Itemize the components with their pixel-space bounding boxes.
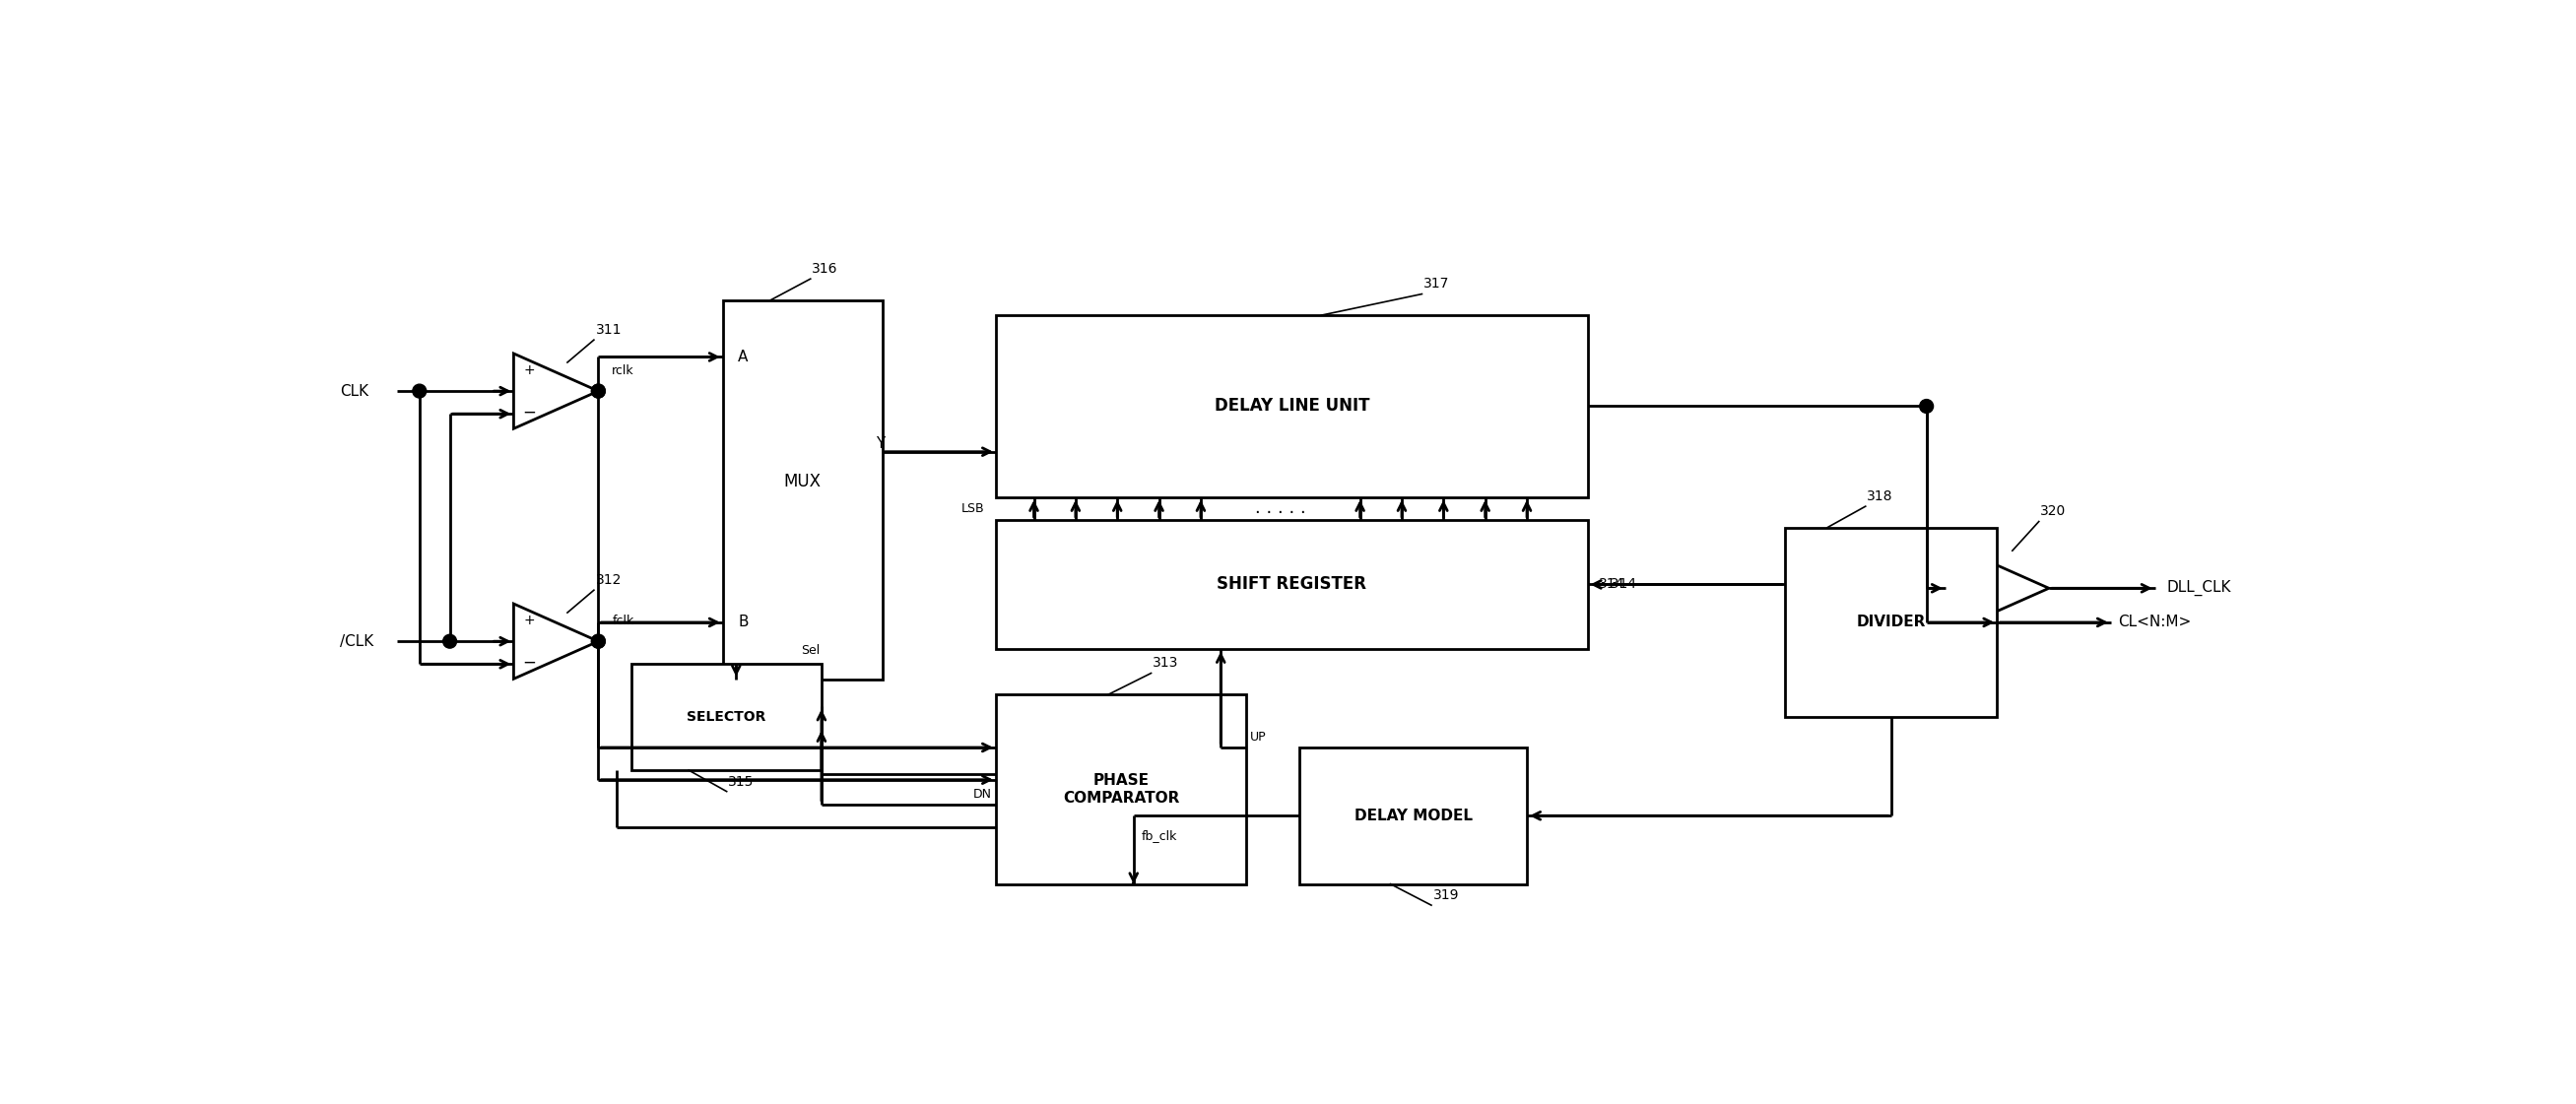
Text: 315: 315 bbox=[729, 775, 755, 788]
Text: 319: 319 bbox=[1432, 889, 1458, 902]
Text: 317: 317 bbox=[1425, 277, 1450, 291]
Text: fclk: fclk bbox=[613, 615, 634, 628]
Text: CL<N:M>: CL<N:M> bbox=[2117, 615, 2192, 629]
Circle shape bbox=[592, 635, 605, 648]
Bar bbox=[1785, 528, 1996, 718]
Text: Y: Y bbox=[876, 437, 886, 452]
Text: DELAY LINE UNIT: DELAY LINE UNIT bbox=[1213, 397, 1370, 415]
Text: 320: 320 bbox=[2040, 505, 2066, 519]
Circle shape bbox=[592, 384, 605, 397]
Text: /CLK: /CLK bbox=[340, 634, 374, 649]
Circle shape bbox=[1919, 400, 1935, 413]
Text: 311: 311 bbox=[595, 323, 621, 337]
Text: MUX: MUX bbox=[783, 474, 822, 491]
Circle shape bbox=[592, 635, 605, 648]
Polygon shape bbox=[513, 604, 598, 679]
Text: LSB: LSB bbox=[961, 502, 984, 514]
Text: −: − bbox=[523, 403, 536, 421]
Bar bbox=[997, 316, 1587, 497]
Circle shape bbox=[592, 384, 605, 397]
Text: . . . . .: . . . . . bbox=[1255, 500, 1306, 518]
Circle shape bbox=[412, 384, 425, 397]
Bar bbox=[631, 665, 822, 771]
Text: SELECTOR: SELECTOR bbox=[688, 710, 765, 724]
Text: DIVIDER: DIVIDER bbox=[1857, 615, 1927, 629]
Text: SHIFT REGISTER: SHIFT REGISTER bbox=[1216, 575, 1368, 593]
Text: Sel: Sel bbox=[801, 644, 819, 657]
Text: UP: UP bbox=[1249, 731, 1267, 744]
Text: 312: 312 bbox=[595, 573, 621, 587]
Text: DELAY MODEL: DELAY MODEL bbox=[1355, 808, 1473, 824]
Text: DLL_CLK: DLL_CLK bbox=[2166, 581, 2231, 596]
Text: CLK: CLK bbox=[340, 384, 368, 399]
Text: 318: 318 bbox=[1868, 489, 1893, 503]
Text: PHASE
COMPARATOR: PHASE COMPARATOR bbox=[1064, 773, 1180, 805]
Text: 316: 316 bbox=[811, 262, 837, 276]
Polygon shape bbox=[513, 353, 598, 428]
Text: DN: DN bbox=[974, 788, 992, 800]
Text: rclk: rclk bbox=[613, 364, 634, 378]
Circle shape bbox=[443, 635, 456, 648]
Text: −314: −314 bbox=[1600, 577, 1636, 592]
Text: +: + bbox=[523, 613, 536, 627]
Text: B: B bbox=[739, 615, 750, 629]
Bar bbox=[997, 694, 1247, 884]
Text: −: − bbox=[523, 654, 536, 671]
Bar bbox=[1298, 747, 1528, 884]
Text: 313: 313 bbox=[1151, 657, 1180, 670]
Text: +: + bbox=[523, 363, 536, 376]
Bar bbox=[724, 300, 881, 679]
Text: A: A bbox=[739, 350, 747, 364]
Bar bbox=[997, 520, 1587, 649]
Polygon shape bbox=[1945, 542, 2048, 634]
Text: 314: 314 bbox=[1600, 577, 1625, 592]
Text: fb_clk: fb_clk bbox=[1141, 829, 1177, 842]
